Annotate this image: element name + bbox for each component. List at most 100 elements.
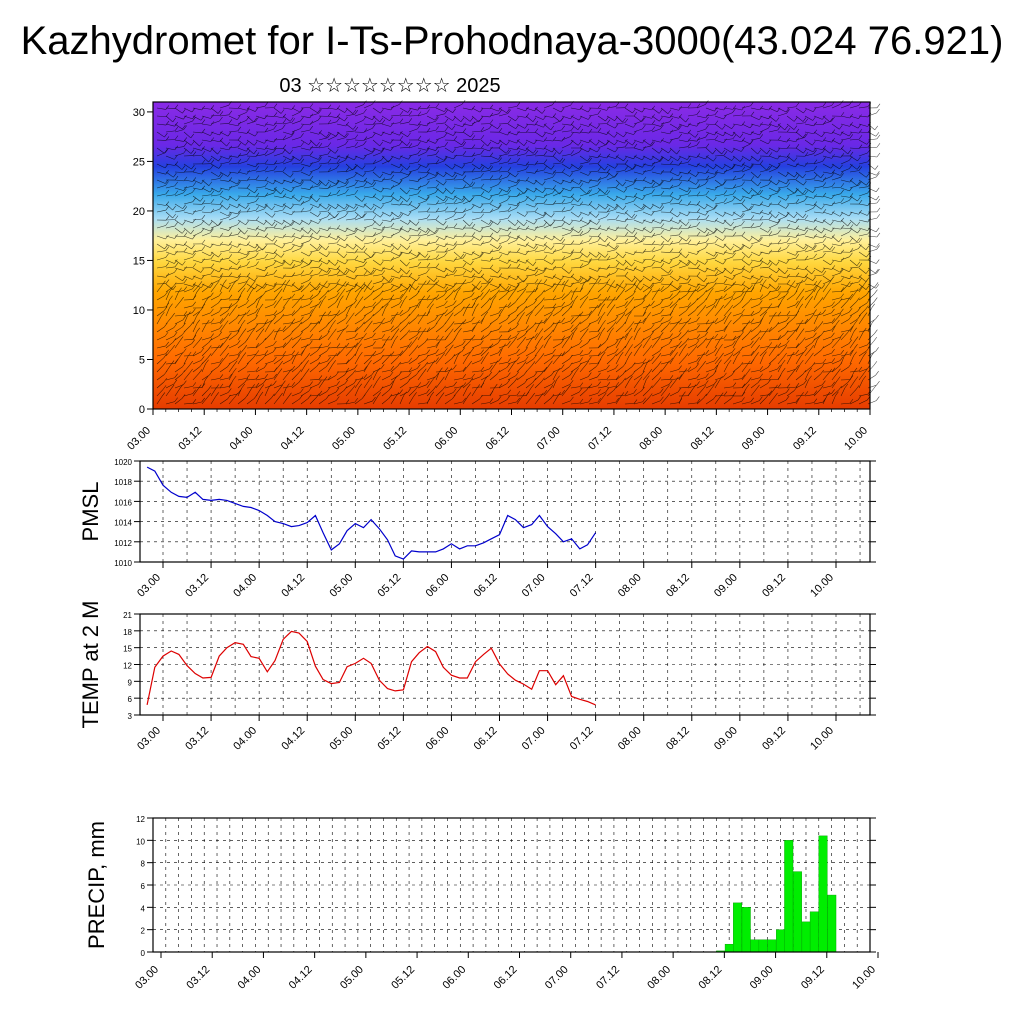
wind-barb bbox=[696, 227, 705, 234]
wind-barb-flag bbox=[767, 290, 771, 296]
wind-barb bbox=[327, 162, 337, 165]
wind-barb bbox=[543, 211, 552, 218]
wind-barb-flag bbox=[201, 258, 205, 263]
wind-barb-flag bbox=[803, 180, 807, 186]
wind-barb-flag bbox=[687, 169, 692, 175]
wind-barb-flag bbox=[397, 322, 402, 327]
wind-barb bbox=[417, 123, 427, 127]
wind-barb-flag bbox=[363, 116, 367, 121]
wind-barb-flag bbox=[543, 242, 547, 247]
wind-barb-flag bbox=[704, 283, 709, 288]
wind-barb-flag bbox=[417, 165, 421, 170]
wind-barb bbox=[327, 227, 337, 230]
wind-barb bbox=[759, 266, 769, 269]
wind-barb bbox=[525, 227, 535, 231]
wind-barb-flag bbox=[407, 132, 411, 137]
wind-barb-flag bbox=[406, 245, 411, 250]
wind-barb-flag bbox=[777, 247, 782, 252]
wind-barb bbox=[696, 120, 706, 125]
wind-barb bbox=[282, 115, 291, 122]
wind-barb-flag bbox=[561, 221, 566, 227]
wind-barb-flag bbox=[424, 253, 429, 258]
wind-barb-flag bbox=[587, 253, 591, 258]
wind-barb-flag bbox=[435, 263, 440, 268]
wind-barb-flag bbox=[840, 189, 844, 194]
wind-barb-flag bbox=[381, 119, 386, 124]
wind-barb bbox=[714, 123, 723, 130]
wind-barb bbox=[228, 203, 238, 208]
wind-barb bbox=[606, 106, 616, 109]
wind-barb bbox=[777, 179, 787, 185]
wind-barb-flag bbox=[710, 336, 714, 341]
wind-barb-flag bbox=[327, 119, 332, 125]
wind-barb bbox=[696, 259, 705, 265]
wind-barb-flag bbox=[660, 245, 664, 250]
wind-barb-flag bbox=[813, 166, 818, 171]
wind-barb-flag bbox=[750, 318, 755, 323]
wind-barb bbox=[219, 283, 224, 293]
wind-barb bbox=[813, 248, 823, 253]
wind-barb bbox=[687, 292, 694, 301]
wind-barb-flag bbox=[507, 109, 511, 114]
wind-barb bbox=[759, 219, 770, 221]
wind-barb bbox=[237, 291, 243, 301]
wind-barb bbox=[255, 115, 265, 120]
wind-barb-flag bbox=[597, 166, 602, 172]
wind-barb-flag bbox=[840, 277, 844, 282]
wind-barb bbox=[498, 259, 508, 264]
wind-barb bbox=[561, 104, 571, 109]
wind-barb bbox=[444, 304, 454, 309]
wind-barb bbox=[363, 251, 372, 258]
wind-barb bbox=[660, 121, 670, 125]
wind-barb-flag bbox=[515, 323, 520, 328]
wind-barb bbox=[543, 275, 553, 279]
wind-barb-flag bbox=[507, 226, 511, 232]
wind-barb-flag bbox=[687, 103, 692, 108]
wind-barb bbox=[696, 247, 706, 253]
wind-barb bbox=[642, 340, 649, 349]
wind-barb bbox=[660, 202, 670, 205]
wind-barb bbox=[426, 249, 436, 253]
wind-barb-flag bbox=[489, 343, 494, 348]
wind-barb-flag bbox=[471, 157, 476, 163]
wind-barb-flag bbox=[642, 267, 646, 272]
wind-barb-flag bbox=[604, 165, 608, 171]
wind-barb bbox=[291, 243, 301, 248]
wind-barb-flag bbox=[416, 204, 421, 209]
wind-barb bbox=[786, 242, 796, 245]
wind-barb bbox=[669, 256, 679, 261]
wind-barb bbox=[759, 310, 768, 317]
wind-barb-flag bbox=[264, 204, 268, 210]
wind-barb-flag bbox=[172, 338, 177, 343]
wind-barb-flag bbox=[344, 306, 348, 312]
wind-barb-flag bbox=[209, 251, 214, 257]
wind-barb-flag bbox=[543, 199, 548, 204]
wind-barb-flag bbox=[874, 329, 878, 334]
wind-barb bbox=[705, 147, 713, 155]
wind-barb-flag bbox=[551, 260, 556, 265]
wind-barb-flag bbox=[687, 287, 692, 292]
wind-barb-flag bbox=[300, 242, 304, 248]
wind-barb bbox=[165, 171, 174, 178]
wind-barb-flag bbox=[714, 318, 719, 323]
wind-barb bbox=[570, 195, 578, 203]
wind-barb-flag bbox=[255, 216, 260, 221]
wind-barb bbox=[291, 283, 300, 290]
wind-barb-flag bbox=[408, 341, 412, 346]
wind-barb bbox=[516, 131, 526, 134]
wind-barb-flag bbox=[282, 325, 287, 331]
wind-barb bbox=[210, 139, 220, 143]
wind-barb-flag bbox=[327, 167, 332, 173]
wind-barb bbox=[372, 147, 382, 152]
wind-barb bbox=[372, 321, 382, 325]
wind-barb bbox=[804, 275, 813, 281]
wind-barb bbox=[327, 286, 336, 293]
wind-barb-flag bbox=[858, 128, 863, 134]
wind-barb bbox=[687, 251, 697, 255]
wind-barb bbox=[543, 187, 553, 190]
wind-barb bbox=[831, 243, 841, 247]
wind-barb-flag bbox=[471, 277, 475, 282]
wind-barb bbox=[813, 241, 823, 245]
wind-barb-flag bbox=[875, 132, 880, 137]
wind-barb-flag bbox=[273, 269, 277, 275]
